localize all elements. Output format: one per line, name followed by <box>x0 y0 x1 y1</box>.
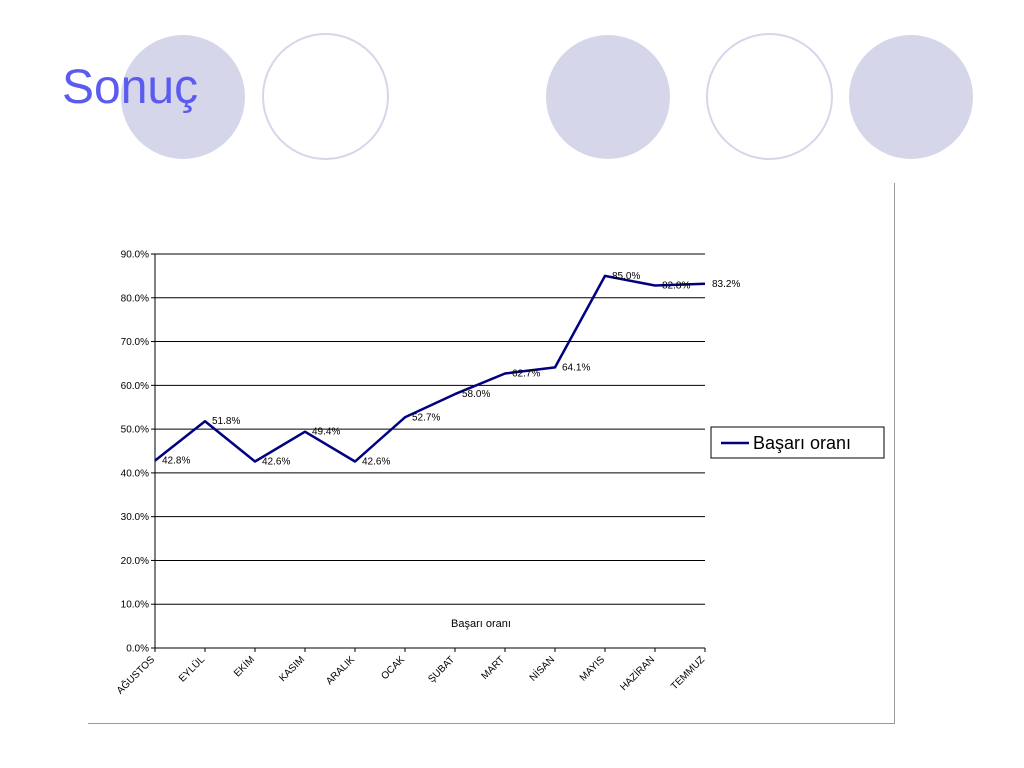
x-tick-label: EYLÜL <box>176 653 207 684</box>
line-chart: 0.0% 10.0% 20.0% 30.0% 40.0% 50.0% 60.0% 70.0% 8… <box>113 250 885 697</box>
y-tick-label: 90.0% <box>121 250 149 261</box>
y-tick-label: 70.0% <box>121 337 149 348</box>
decorative-circle-ring <box>706 33 833 160</box>
legend: Başarı oranı <box>710 426 885 459</box>
x-tick-label: MAYIS <box>578 654 607 683</box>
series-line <box>154 274 706 463</box>
data-label: 49.4% <box>312 427 340 438</box>
x-tick-label: OCAK <box>379 654 407 682</box>
data-labels: 42.8% 51.8% 42.6% 49.4% 42.6% 52.7% 58.0% 62.7%… <box>162 271 740 468</box>
legend-entry-label: Başarı oranı <box>753 433 851 453</box>
x-axis-tick-labels: AĞUSTOS EYLÜL EKİM KASIM ARALIK OCAK ŞUBAT MART… <box>113 653 707 697</box>
data-label: 42.8% <box>162 456 190 467</box>
y-tick-label: 30.0% <box>121 512 149 523</box>
data-label: 62.7% <box>512 369 540 380</box>
axes <box>151 253 706 652</box>
x-tick-label: ARALIK <box>324 654 357 687</box>
x-tick-label: TEMMUZ <box>669 654 707 692</box>
gridlines <box>155 253 705 605</box>
x-tick-label: HAZİRAN <box>617 653 657 693</box>
y-tick-label: 0.0% <box>126 644 149 655</box>
x-tick-label: MART <box>479 654 507 682</box>
x-tick-label: EKİM <box>231 653 257 679</box>
data-label: 64.1% <box>562 362 590 373</box>
x-tick-label: ŞUBAT <box>426 654 457 685</box>
decorative-circle-filled <box>546 35 670 159</box>
y-tick-label: 10.0% <box>121 600 149 611</box>
y-tick-label: 80.0% <box>121 293 149 304</box>
data-label: 82.8% <box>662 281 690 292</box>
y-tick-label: 60.0% <box>121 381 149 392</box>
decorative-circle-filled <box>121 35 245 159</box>
y-axis-tick-labels: 0.0% 10.0% 20.0% 30.0% 40.0% 50.0% 60.0% 70.0% 8… <box>121 250 149 655</box>
x-tick-label: KASIM <box>277 654 307 684</box>
data-label: 52.7% <box>412 412 440 423</box>
y-tick-label: 20.0% <box>121 556 149 567</box>
x-axis-title: Başarı oranı <box>451 618 511 630</box>
x-tick-label: NİSAN <box>526 653 557 684</box>
y-tick-label: 40.0% <box>121 468 149 479</box>
decorative-circle-filled <box>849 35 973 159</box>
data-label: 58.0% <box>462 389 490 400</box>
slide-title: Sonuç <box>62 61 199 114</box>
decorative-circle-ring <box>262 33 389 160</box>
chart-frame: 0.0% 10.0% 20.0% 30.0% 40.0% 50.0% 60.0% 70.0% 8… <box>88 183 895 724</box>
data-label: 85.0% <box>612 271 640 282</box>
data-label: 51.8% <box>212 416 240 427</box>
x-tick-label: AĞUSTOS <box>113 653 157 697</box>
data-label: 42.6% <box>362 457 390 468</box>
data-label: 83.2% <box>712 279 740 290</box>
y-tick-label: 50.0% <box>121 425 149 436</box>
data-label: 42.6% <box>262 457 290 468</box>
series-lines <box>154 274 706 463</box>
